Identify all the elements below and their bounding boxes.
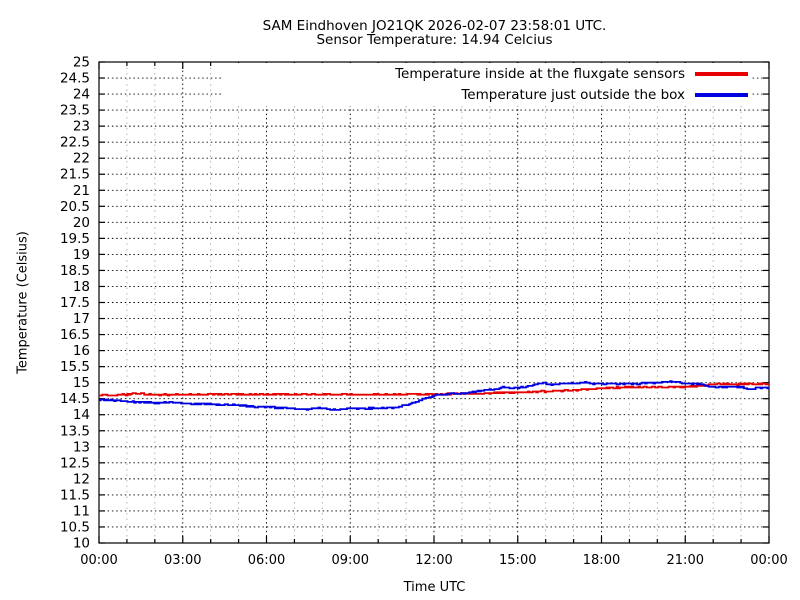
y-tick-label: 22.5 bbox=[60, 135, 90, 151]
y-tick-label: 10.5 bbox=[60, 519, 90, 535]
y-tick-label: 24.5 bbox=[60, 71, 90, 87]
x-tick-label: 15:00 bbox=[499, 553, 536, 568]
legend-item: Temperature just outside the box bbox=[461, 85, 752, 105]
y-tick-label: 14 bbox=[73, 407, 90, 423]
x-tick-label: 12:00 bbox=[415, 553, 452, 568]
y-tick-label: 17 bbox=[73, 311, 90, 327]
x-tick-label: 09:00 bbox=[332, 553, 369, 568]
legend-line-sample bbox=[695, 93, 748, 98]
y-tick-label: 23.5 bbox=[60, 103, 90, 119]
y-tick-label: 19.5 bbox=[60, 231, 90, 247]
y-axis-title: Temperature (Celsius) bbox=[15, 231, 31, 374]
x-tick-label: 18:00 bbox=[583, 553, 620, 568]
x-tick-label: 03:00 bbox=[164, 553, 201, 568]
x-tick-label: 00:00 bbox=[80, 553, 117, 568]
x-tick-label: 06:00 bbox=[248, 553, 285, 568]
x-tick-label: 21:00 bbox=[667, 553, 704, 568]
chart-subtitle: Sensor Temperature: 14.94 Celcius bbox=[316, 32, 553, 48]
y-tick-label: 14.5 bbox=[60, 391, 90, 407]
y-tick-label: 12.5 bbox=[60, 455, 90, 471]
x-axis-title: Time UTC bbox=[403, 580, 466, 595]
y-tick-label: 17.5 bbox=[60, 295, 90, 311]
y-tick-label: 25 bbox=[73, 55, 90, 71]
y-tick-label: 11 bbox=[73, 503, 90, 519]
y-tick-label: 16.5 bbox=[60, 327, 90, 343]
y-tick-label: 19 bbox=[73, 247, 90, 263]
series-line-outside bbox=[99, 380, 769, 411]
y-tick-label: 23 bbox=[73, 119, 90, 135]
y-tick-label: 13 bbox=[73, 439, 90, 455]
chart-title: SAM Eindhoven JO21QK 2026-02-07 23:58:01… bbox=[262, 18, 607, 34]
y-tick-label: 18 bbox=[73, 279, 90, 295]
y-tick-label: 24 bbox=[73, 87, 90, 103]
y-tick-label: 15 bbox=[73, 375, 90, 391]
legend-label: Temperature just outside the box bbox=[461, 87, 685, 104]
y-tick-label: 10 bbox=[73, 536, 90, 552]
y-tick-label: 13.5 bbox=[60, 423, 90, 439]
legend: Temperature inside at the fluxgate senso… bbox=[223, 63, 752, 106]
y-tick-label: 12 bbox=[73, 471, 90, 487]
y-tick-label: 22 bbox=[73, 151, 90, 167]
x-tick-label: 00:00 bbox=[750, 553, 787, 568]
y-tick-label: 16 bbox=[73, 343, 90, 359]
y-tick-label: 21 bbox=[73, 183, 90, 199]
y-tick-label: 11.5 bbox=[60, 487, 90, 503]
y-tick-label: 21.5 bbox=[60, 167, 90, 183]
legend-line-sample bbox=[695, 71, 748, 76]
y-tick-label: 18.5 bbox=[60, 263, 90, 279]
legend-item: Temperature inside at the fluxgate senso… bbox=[395, 64, 752, 84]
y-tick-label: 15.5 bbox=[60, 359, 90, 375]
y-tick-label: 20 bbox=[73, 215, 90, 231]
legend-label: Temperature inside at the fluxgate senso… bbox=[395, 65, 685, 82]
y-tick-label: 20.5 bbox=[60, 199, 90, 215]
